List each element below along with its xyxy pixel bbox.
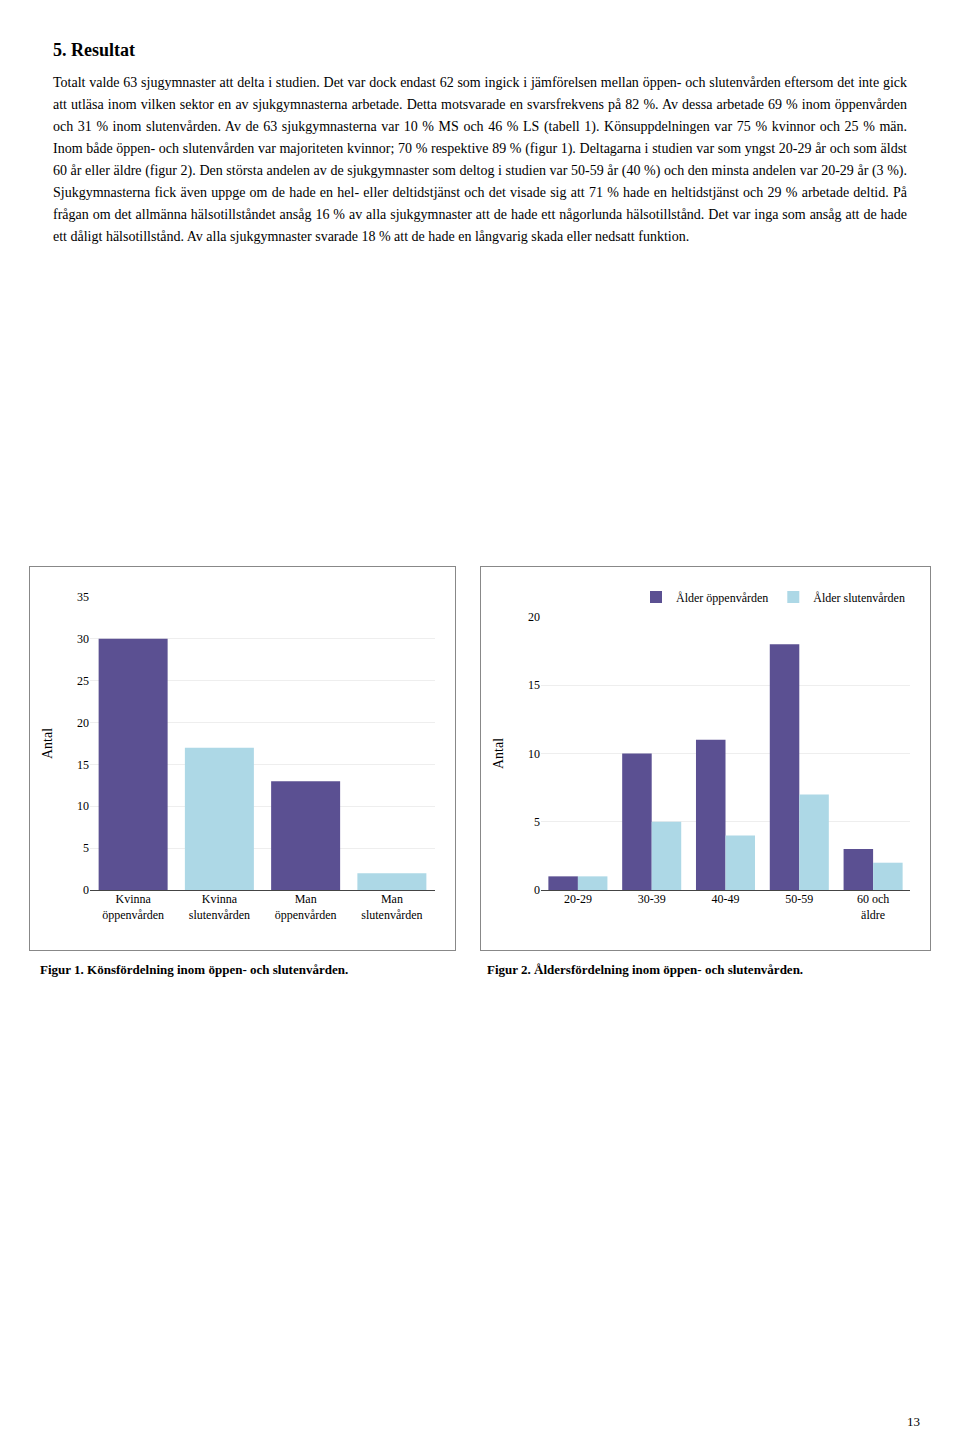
html-text:5. Resultat: 5. Resultat bbox=[53, 40, 135, 60]
svg-text:Ålder öppenvården: Ålder öppenvården bbox=[676, 591, 768, 605]
svg-text:20: 20 bbox=[77, 716, 89, 730]
svg-text:Antal: Antal bbox=[491, 738, 506, 769]
svg-text:20: 20 bbox=[528, 610, 540, 624]
svg-text:10: 10 bbox=[77, 799, 89, 813]
svg-text:Antal: Antal bbox=[40, 728, 55, 759]
svg-text:10: 10 bbox=[528, 747, 540, 761]
svg-text:60 ochäldre: 60 ochäldre bbox=[857, 892, 889, 922]
html-text:13: 13 bbox=[907, 1414, 920, 1429]
html-text:Figur 1. Könsfördelning inom ö: Figur 1. Könsfördelning inom öppen- och … bbox=[40, 962, 349, 977]
svg-text:5: 5 bbox=[83, 841, 89, 855]
svg-text:30: 30 bbox=[77, 632, 89, 646]
svg-text:5: 5 bbox=[534, 815, 540, 829]
svg-text:Manöppenvården: Manöppenvården bbox=[275, 892, 337, 922]
svg-text:0: 0 bbox=[534, 883, 540, 897]
html-text:Totalt valde 63 sjugymnaster a: Totalt valde 63 sjugymnaster att delta i… bbox=[53, 75, 907, 244]
svg-text:35: 35 bbox=[77, 590, 89, 604]
svg-text:25: 25 bbox=[77, 674, 89, 688]
svg-text:40-49: 40-49 bbox=[712, 892, 740, 906]
svg-text:0: 0 bbox=[83, 883, 89, 897]
html-text:Figur 2. Åldersfördelning inom: Figur 2. Åldersfördelning inom öppen- oc… bbox=[487, 962, 804, 977]
svg-text:Kvinnaöppenvården: Kvinnaöppenvården bbox=[102, 892, 164, 922]
svg-text:30-39: 30-39 bbox=[638, 892, 666, 906]
svg-text:Manslutenvården: Manslutenvården bbox=[361, 892, 422, 922]
svg-text:Kvinnaslutenvården: Kvinnaslutenvården bbox=[189, 892, 250, 922]
svg-text:20-29: 20-29 bbox=[564, 892, 592, 906]
svg-text:50-59: 50-59 bbox=[785, 892, 813, 906]
svg-text:15: 15 bbox=[528, 678, 540, 692]
svg-text:15: 15 bbox=[77, 758, 89, 772]
svg-text:Ålder slutenvården: Ålder slutenvården bbox=[813, 591, 905, 605]
